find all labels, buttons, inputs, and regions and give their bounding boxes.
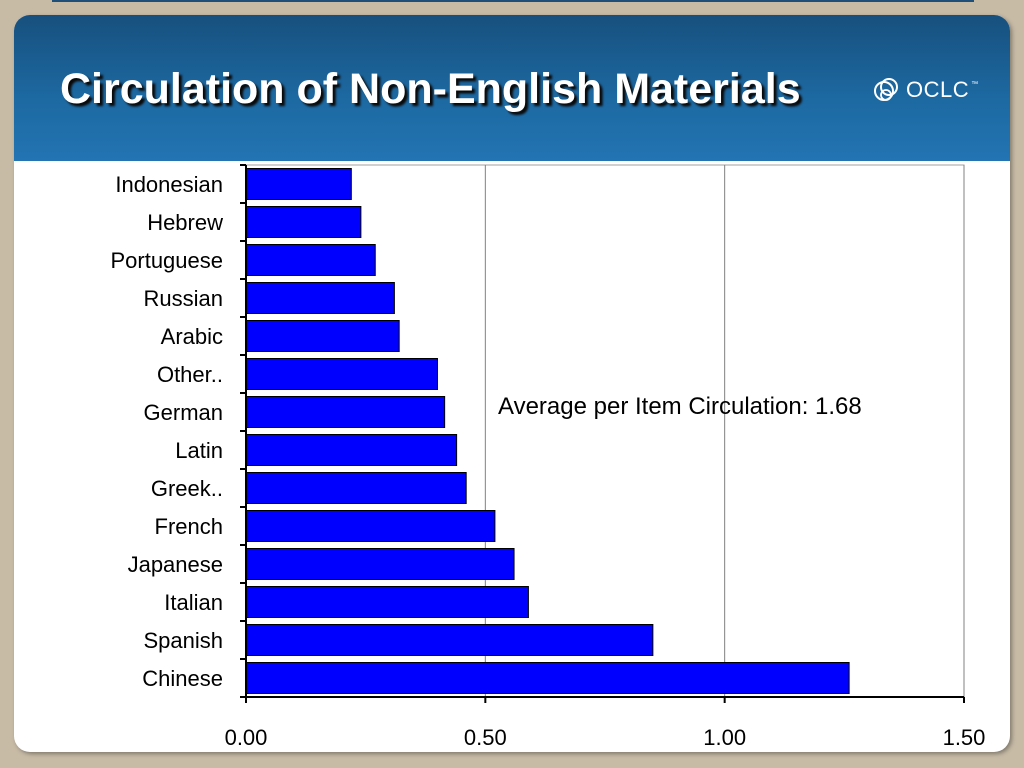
bar-japanese bbox=[245, 548, 515, 580]
bars bbox=[245, 168, 850, 694]
x-tick-label: 1.50 bbox=[943, 725, 986, 750]
category-label: Arabic bbox=[161, 324, 223, 349]
category-label: Other.. bbox=[157, 362, 223, 387]
bar-spanish bbox=[245, 624, 654, 656]
trademark-mark: ™ bbox=[971, 80, 979, 88]
x-axis: 0.00 0.50 1.00 1.50 bbox=[225, 696, 986, 750]
gridlines bbox=[484, 165, 965, 697]
category-label: Portuguese bbox=[110, 248, 223, 273]
category-label: German bbox=[144, 400, 223, 425]
bar-german bbox=[245, 396, 446, 428]
bar-italian bbox=[245, 586, 529, 618]
bar-arabic bbox=[245, 320, 400, 352]
slide-header: Circulation of Non-English Materials OCL… bbox=[14, 15, 1010, 161]
bar-greek bbox=[245, 472, 467, 504]
oclc-logo: OCLC ™ bbox=[872, 73, 978, 107]
category-label: Indonesian bbox=[115, 172, 223, 197]
y-axis: Indonesian Hebrew Portuguese Russian Arabic O… bbox=[110, 164, 247, 698]
bar-chinese bbox=[245, 662, 850, 694]
bar-portuguese bbox=[245, 244, 376, 276]
oclc-logo-icon bbox=[874, 78, 898, 101]
category-label: Italian bbox=[164, 590, 223, 615]
bar-latin bbox=[245, 434, 458, 466]
category-label: Greek.. bbox=[151, 476, 223, 501]
category-label: Japanese bbox=[128, 552, 223, 577]
slide-title: Circulation of Non-English Materials bbox=[60, 65, 801, 113]
bar-hebrew bbox=[245, 206, 362, 238]
category-label: Latin bbox=[175, 438, 223, 463]
category-label: Chinese bbox=[142, 666, 223, 691]
bar-indonesian bbox=[245, 168, 352, 200]
top-rule bbox=[52, 0, 974, 2]
category-label: Russian bbox=[144, 286, 223, 311]
oclc-logo-text: OCLC bbox=[906, 77, 970, 102]
category-label: Spanish bbox=[143, 628, 223, 653]
x-tick-label: 0.50 bbox=[464, 725, 507, 750]
x-tick-label: 0.00 bbox=[225, 725, 268, 750]
x-tick-label: 1.00 bbox=[703, 725, 746, 750]
category-label: French bbox=[155, 514, 223, 539]
bar-russian bbox=[245, 282, 395, 314]
bar-other bbox=[245, 358, 438, 390]
average-annotation: Average per Item Circulation: 1.68 bbox=[498, 393, 862, 420]
bar-french bbox=[245, 510, 496, 542]
category-label: Hebrew bbox=[147, 210, 223, 235]
